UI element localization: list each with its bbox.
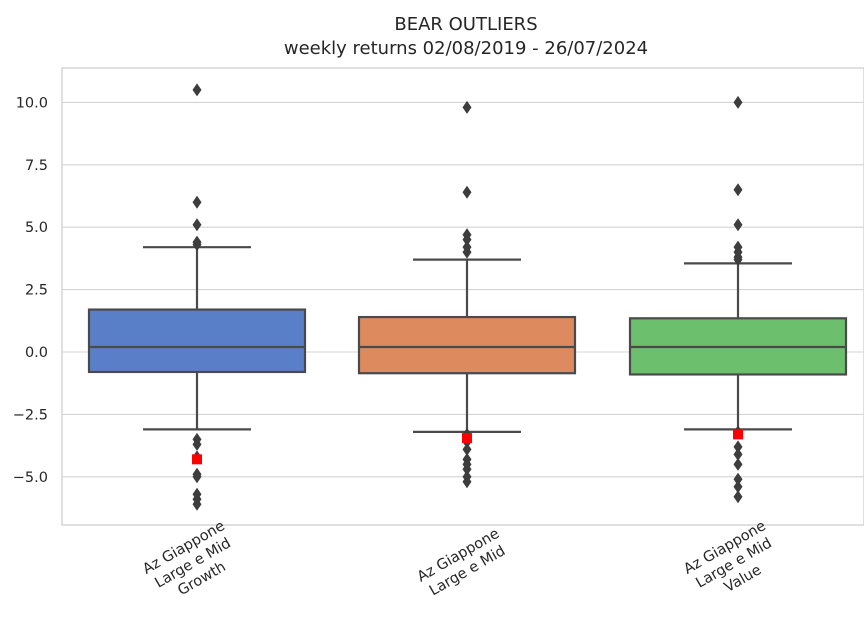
- outlier-point: [733, 95, 743, 109]
- boxes: [87, 83, 848, 511]
- outlier-point: [462, 442, 472, 456]
- x-tick-label: Az GiapponeLarge e MidGrowth: [140, 518, 245, 609]
- y-tick-label: −5.0: [13, 470, 48, 486]
- outlier-point: [733, 472, 743, 486]
- outlier-point: [462, 233, 472, 247]
- outlier-point: [192, 497, 202, 511]
- y-tick-label: 7.5: [25, 158, 48, 174]
- outlier-point: [733, 447, 743, 461]
- box: [357, 315, 577, 375]
- outlier-point: [192, 195, 202, 209]
- y-tick-label: 2.5: [25, 283, 48, 299]
- y-tick-label: 10.0: [16, 95, 48, 111]
- outlier-point: [462, 475, 472, 489]
- plot-area: [61, 67, 864, 526]
- outlier-point: [192, 83, 202, 97]
- x-axis: Az GiapponeLarge e MidGrowth Az GiapponeL…: [140, 518, 786, 609]
- highlight-marker: [462, 433, 472, 444]
- outlier-point: [733, 183, 743, 197]
- highlight-marker: [192, 454, 202, 465]
- outlier-point: [462, 100, 472, 114]
- outlier-point: [192, 218, 202, 232]
- chart-subtitle: weekly returns 02/08/2019 - 26/07/2024: [284, 38, 648, 59]
- box-group: [87, 83, 307, 511]
- outlier-point: [462, 185, 472, 199]
- y-tick-label: −2.5: [13, 407, 48, 423]
- outlier-point: [192, 437, 202, 451]
- outlier-point: [733, 440, 743, 454]
- y-tick-label: 5.0: [25, 220, 48, 236]
- y-tick-label: 0.0: [25, 345, 48, 361]
- outlier-point: [733, 457, 743, 471]
- box: [87, 308, 307, 374]
- box-group: [628, 95, 848, 504]
- outlier-point: [192, 470, 202, 484]
- x-tick-label: Az GiapponeLarge e Mid: [415, 526, 511, 601]
- box-group: [357, 100, 577, 489]
- y-axis: 10.0 7.5 5.0 2.5 0.0 −2.5 −5.0: [13, 95, 48, 485]
- outlier-point: [192, 238, 202, 252]
- outlier-point: [733, 253, 743, 267]
- outlier-point: [462, 462, 472, 476]
- x-tick-label: Az GiapponeLarge e MidValue: [681, 518, 786, 609]
- outlier-point: [462, 245, 472, 259]
- highlight-marker: [733, 429, 743, 440]
- outlier-point: [733, 218, 743, 232]
- outlier-point: [733, 480, 743, 494]
- chart-title: BEAR OUTLIERS: [394, 14, 537, 35]
- outlier-point: [733, 490, 743, 504]
